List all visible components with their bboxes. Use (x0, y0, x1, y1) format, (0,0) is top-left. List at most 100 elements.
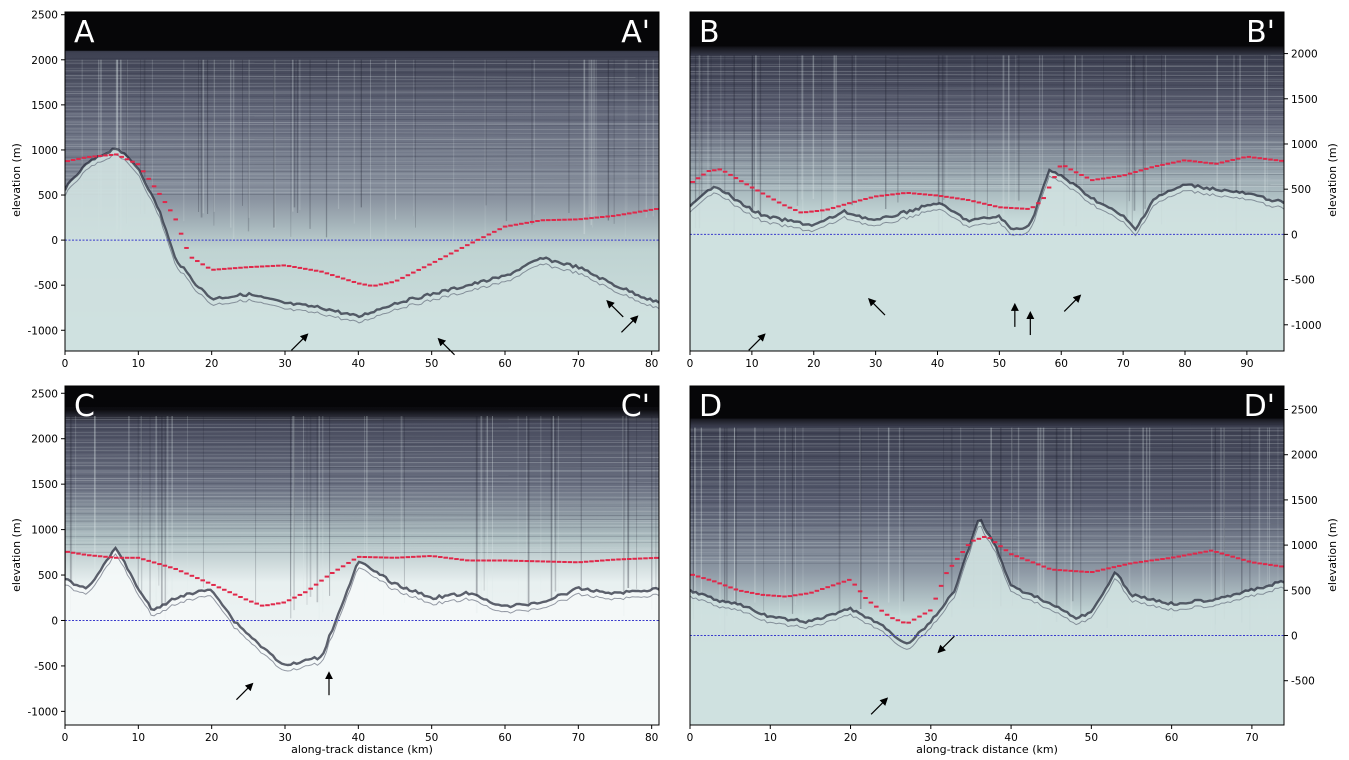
internal-layer (65, 430, 659, 433)
panel-a: A A' 0 10 20 30 40 50 60 70 80 -1000 -500 0 500 1000 150… (27, 10, 660, 370)
internal-layer (65, 194, 659, 196)
annotation-arrow (236, 682, 254, 701)
internal-layer (65, 155, 659, 158)
internal-layer (65, 495, 659, 498)
internal-layer (690, 89, 1284, 92)
internal-layer (65, 443, 659, 446)
air-region (65, 386, 659, 407)
internal-layer (690, 116, 1284, 119)
internal-layer (65, 149, 659, 153)
x-tick-label: 30 (924, 732, 937, 744)
x-tick-label: 10 (745, 358, 758, 370)
internal-layer (690, 164, 1284, 167)
internal-layer (65, 485, 659, 487)
internal-layer (65, 527, 659, 530)
internal-layer (690, 153, 1284, 156)
internal-layer (65, 500, 659, 503)
internal-layer (65, 518, 659, 521)
internal-layer (65, 436, 659, 438)
annotation-arrow (748, 333, 766, 351)
internal-layer (65, 480, 659, 483)
y-tick-label: 2500 (31, 388, 58, 400)
x-tick-label: 20 (844, 732, 857, 744)
x-tick-label: 0 (687, 732, 694, 744)
y-tick-label: 500 (38, 190, 58, 202)
y-tick-label: 2000 (31, 55, 58, 67)
internal-layer (65, 136, 659, 139)
internal-layer (690, 486, 1284, 489)
internal-layer (690, 462, 1284, 465)
internal-layer (690, 465, 1284, 468)
internal-layer (65, 85, 659, 88)
internal-layer (690, 99, 1284, 103)
annotation-arrow (937, 635, 955, 654)
internal-layer (65, 539, 659, 541)
internal-layer (65, 141, 659, 144)
x-tick-label: 10 (764, 732, 777, 744)
annotation-arrow (606, 299, 624, 318)
internal-layer (690, 87, 1284, 91)
internal-layer (65, 105, 659, 108)
internal-layer (65, 462, 659, 464)
internal-layer (65, 525, 659, 527)
internal-layer (65, 118, 659, 121)
internal-layer (690, 63, 1284, 67)
y-tick-label: -1000 (27, 706, 58, 718)
internal-layer (65, 492, 659, 494)
axes-frame-c (64, 385, 660, 726)
y-tick-label: 1000 (1291, 540, 1318, 552)
y-tick-label: 0 (51, 235, 58, 247)
x-tick-label: 60 (1055, 358, 1068, 370)
y-tick-label: 1500 (1291, 94, 1318, 106)
internal-layer (690, 168, 1284, 171)
xlabel-panel-c: along-track distance (km) (291, 743, 433, 756)
x-tick-label: 20 (205, 358, 218, 370)
x-tick-label: 30 (869, 358, 882, 370)
annotation-arrow (291, 333, 309, 351)
internal-layer (65, 77, 659, 81)
internal-layer (690, 113, 1284, 115)
internal-layer (690, 53, 1284, 56)
internal-layer (65, 176, 659, 180)
internal-layer (65, 111, 659, 114)
internal-layer (65, 541, 659, 545)
internal-layer (65, 507, 659, 510)
internal-layer (690, 174, 1284, 176)
x-tick-label: 40 (1004, 732, 1017, 744)
internal-layer (65, 489, 659, 492)
internal-layer (65, 131, 659, 135)
internal-layer (65, 75, 659, 78)
x-tick-label: 10 (132, 358, 145, 370)
x-tick-label: 50 (425, 732, 438, 744)
internal-layer (690, 501, 1284, 503)
x-tick-label: 80 (645, 358, 658, 370)
internal-layer (690, 103, 1284, 106)
internal-layer (65, 178, 659, 181)
internal-layer (65, 535, 659, 538)
y-tick-label: -500 (34, 280, 58, 292)
profile-start-label-a: A (74, 15, 95, 50)
internal-layer (690, 73, 1284, 77)
internal-layer (690, 68, 1284, 72)
internal-layer (690, 518, 1284, 520)
y-tick-label: 1500 (1291, 495, 1318, 507)
internal-layer (65, 506, 659, 508)
x-tick-label: 90 (1240, 358, 1253, 370)
internal-layer (65, 65, 659, 68)
internal-layer (65, 121, 659, 124)
internal-layer (65, 532, 659, 535)
internal-layer (690, 133, 1284, 136)
ylabel-panel-a: elevation (m) (10, 143, 23, 217)
internal-layer (65, 86, 659, 90)
x-tick-label: 20 (205, 732, 218, 744)
internal-layer (690, 136, 1284, 138)
internal-layer (65, 459, 659, 463)
internal-layer (65, 518, 659, 522)
internal-layer (690, 130, 1284, 133)
internal-layer (690, 505, 1284, 508)
ylabel-panel-c: elevation (m) (10, 518, 23, 592)
internal-layer (65, 69, 659, 72)
internal-layer (65, 497, 659, 500)
internal-layer (690, 155, 1284, 158)
x-tick-label: 60 (498, 732, 511, 744)
